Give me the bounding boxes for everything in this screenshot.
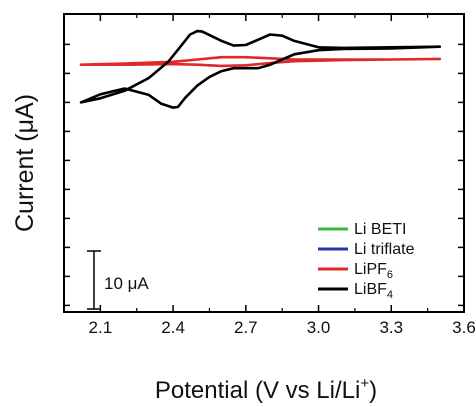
x-axis-label: Potential (V vs Li/Li+) <box>155 375 377 404</box>
x-tick-label: 3.6 <box>452 318 476 337</box>
x-tick-label: 3.0 <box>307 318 331 337</box>
current-scale-bar: 10 μA <box>87 250 149 310</box>
scale-bar-label: 10 μA <box>104 274 149 293</box>
x-tick-label: 2.1 <box>89 318 113 337</box>
x-tick-label: 2.4 <box>161 318 185 337</box>
y-axis-ticks <box>64 43 464 307</box>
legend-label: Li BETI <box>354 221 406 238</box>
series-line-lipf6 <box>79 55 442 68</box>
x-axis-ticks: 2.1 2.4 2.7 3.0 3.3 3.6 <box>63 14 476 337</box>
legend-label: Li triflate <box>354 241 415 258</box>
x-tick-label: 3.3 <box>379 318 403 337</box>
plot-area: 2.1 2.4 2.7 3.0 3.3 3.6 <box>63 13 476 337</box>
legend-label: LiPF6 <box>354 261 393 281</box>
y-axis-label: Current (μA) <box>11 94 39 232</box>
series-layer <box>79 29 442 109</box>
series-line-libf4 <box>79 29 442 109</box>
x-axis-label-superscript: + <box>360 375 369 392</box>
legend-label: LiBF4 <box>354 281 393 301</box>
plot-frame <box>63 13 465 313</box>
x-tick-label: 2.7 <box>234 318 258 337</box>
